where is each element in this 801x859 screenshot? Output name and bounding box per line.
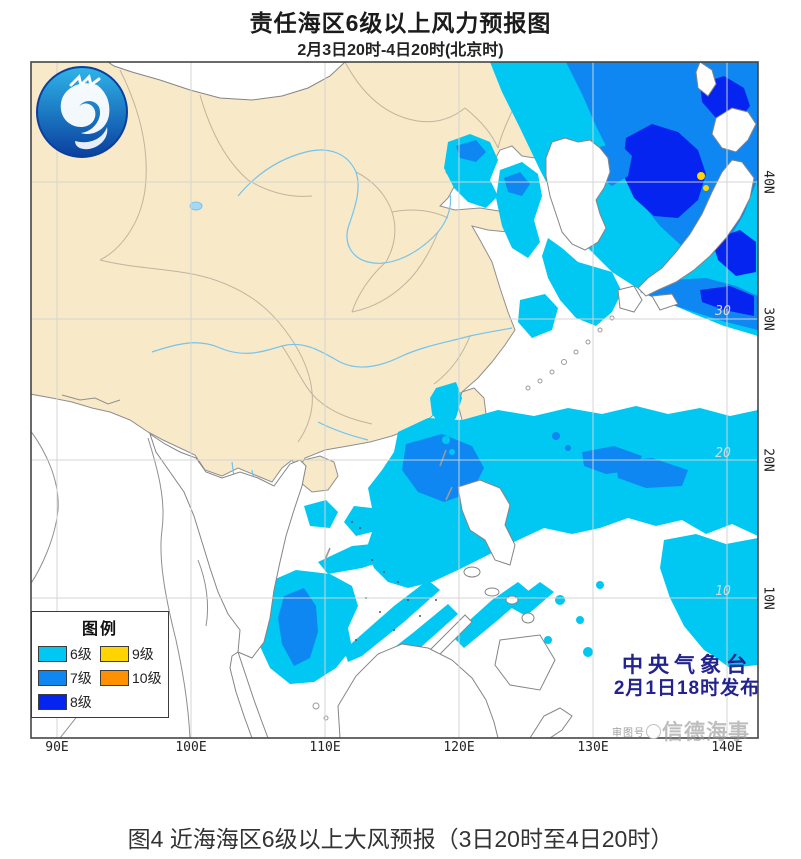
- lat-label-20n: 20N: [760, 448, 776, 472]
- legend-item-force9: 9级: [100, 644, 162, 664]
- graticule: [31, 62, 758, 738]
- figure-caption: 图4 近海海区6级以上大风预报（3日20时至4日20时）: [127, 826, 674, 852]
- island-marks: [312, 315, 615, 721]
- agency-logo: [36, 66, 128, 158]
- force10-label: 10级: [132, 670, 162, 686]
- issuer-name: 中央气象台: [622, 654, 752, 677]
- wind-forecast-map: 90E 100E 110E 120E 130E 140E 40N 30N 20N…: [30, 61, 801, 755]
- malay-peninsula: [229, 651, 269, 738]
- lon-label-120e: 120E: [443, 740, 475, 755]
- watermark-text: 信德海事: [662, 721, 750, 744]
- borneo: [337, 643, 499, 738]
- foreign-land: [31, 62, 757, 738]
- inner-label-10: 10: [715, 583, 731, 599]
- watermark-logo-icon: [646, 723, 661, 739]
- page-title: 责任海区6级以上风力预报图: [249, 10, 552, 36]
- legend-grid: 6级 7级 8级 9级 10级: [38, 642, 162, 714]
- inner-label-30: 30: [715, 303, 731, 319]
- force6-label: 6级: [70, 646, 92, 662]
- legend-item-force6: 6级: [38, 644, 100, 664]
- force7-swatch: [38, 670, 67, 686]
- legend-item-force8: 8级: [38, 692, 100, 712]
- map-approval-note: 审图号: [612, 727, 645, 739]
- force7-label: 7级: [70, 670, 92, 686]
- force8-label: 8级: [70, 694, 92, 710]
- lon-label-110e: 110E: [309, 740, 341, 755]
- page-subtitle: 2月3日20时-4日20时(北京时): [297, 42, 504, 59]
- legend-title: 图例: [81, 621, 118, 638]
- legend-box: 图例 6级 7级 8级 9级: [31, 611, 169, 718]
- force6-swatch: [38, 646, 67, 662]
- philippines: [424, 479, 556, 691]
- wind-patches-layer: [256, 62, 758, 684]
- japan-islands: [617, 62, 757, 313]
- issue-time: 2月1日18时发布: [613, 678, 761, 700]
- lat-label-40n: 40N: [760, 170, 776, 194]
- force9-label: 9级: [132, 646, 154, 662]
- lat-label-10n: 10N: [760, 586, 776, 610]
- legend-item-force7: 7级: [38, 668, 100, 688]
- lon-label-140e: 140E: [711, 740, 743, 755]
- korea-peninsula: [545, 137, 611, 251]
- map-note-row: 审图号 信德海事: [612, 716, 801, 746]
- lon-label-100e: 100E: [175, 740, 207, 755]
- mongolia: [107, 62, 346, 101]
- legend-item-force10: 10级: [100, 668, 162, 688]
- inner-label-20: 20: [715, 445, 731, 461]
- lon-label-90e: 90E: [45, 740, 69, 755]
- lat-label-30n: 30N: [760, 307, 776, 331]
- force8-swatch: [38, 694, 67, 710]
- force9-swatch: [100, 646, 129, 662]
- map-frame: [30, 61, 759, 739]
- indochina: [149, 432, 307, 659]
- lon-label-130e: 130E: [577, 740, 609, 755]
- force10-swatch: [100, 670, 129, 686]
- issuer-block: 中央气象台 2月1日18时发布: [598, 654, 776, 700]
